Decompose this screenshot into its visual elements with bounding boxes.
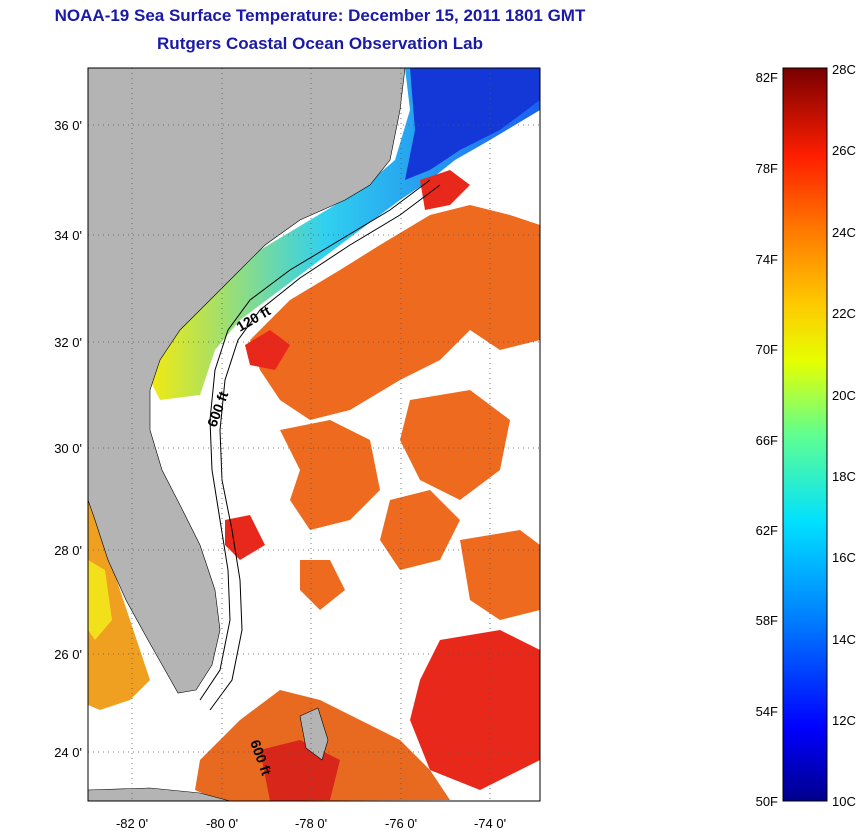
colorbar-f-label: 54F (756, 704, 778, 719)
lat-tick-label: 30 0' (54, 441, 82, 456)
colorbar-c-label: 18C (832, 469, 856, 484)
colorbar-c-label: 26C (832, 143, 856, 158)
colorbar-c-label: 14C (832, 632, 856, 647)
lat-tick-label: 32 0' (54, 335, 82, 350)
lat-tick-label: 36 0' (54, 118, 82, 133)
colorbar-f-label: 58F (756, 613, 778, 628)
map-panel (88, 68, 540, 801)
lon-tick-label: -82 0' (116, 816, 148, 831)
gulf-water (88, 500, 150, 710)
deep-blue-water (405, 68, 540, 180)
gulf-yellow-water (88, 560, 112, 640)
lat-tick-label: 28 0' (54, 543, 82, 558)
colorbar-c-label: 24C (832, 225, 856, 240)
warm-water-patches (250, 205, 540, 620)
isobath-600ft-line (209, 184, 441, 711)
latitude-ticks: 36 0' 34 0' 32 0' 30 0' 28 0' 26 0' 24 0… (54, 118, 82, 760)
map-subtitle: Rutgers Coastal Ocean Observation Lab (157, 34, 483, 53)
temperature-colorbar: 82F 78F 74F 70F 66F 62F 58F 54F 50F 28C … (756, 62, 856, 809)
colorbar-c-label: 16C (832, 550, 856, 565)
lat-tick-label: 34 0' (54, 228, 82, 243)
lon-tick-label: -76 0' (385, 816, 417, 831)
colorbar-c-label: 22C (832, 306, 856, 321)
bahamas-land (299, 707, 329, 761)
isobath-120ft-line (199, 179, 431, 701)
lon-tick-label: -74 0' (474, 816, 506, 831)
colorbar-c-label: 12C (832, 713, 856, 728)
us-landmass (88, 68, 406, 694)
colorbar-f-label: 78F (756, 161, 778, 176)
colorbar-c-label: 20C (832, 388, 856, 403)
colorbar-c-label: 28C (832, 62, 856, 77)
lat-tick-label: 26 0' (54, 647, 82, 662)
colorbar-f-label: 70F (756, 342, 778, 357)
colorbar-f-label: 66F (756, 433, 778, 448)
colorbar-gradient (782, 67, 828, 802)
hot-water-patches (225, 170, 540, 790)
colorbar-f-label: 82F (756, 70, 778, 85)
cuba-land (88, 787, 231, 801)
map-grid (88, 68, 540, 801)
map-frame (87, 67, 541, 802)
colorbar-f-label: 50F (756, 794, 778, 809)
map-title: NOAA-19 Sea Surface Temperature: Decembe… (54, 6, 586, 25)
lon-tick-label: -78 0' (295, 816, 327, 831)
colorbar-f-label: 62F (756, 523, 778, 538)
lat-tick-label: 24 0' (54, 745, 82, 760)
longitude-ticks: -82 0' -80 0' -78 0' -76 0' -74 0' (116, 816, 506, 831)
colorbar-f-label: 74F (756, 252, 778, 267)
colorbar-c-label: 10C (832, 794, 856, 809)
lon-tick-label: -80 0' (206, 816, 238, 831)
